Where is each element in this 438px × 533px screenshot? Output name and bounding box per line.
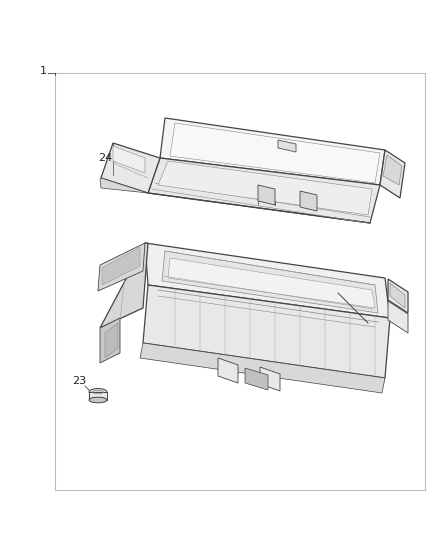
Polygon shape (383, 155, 402, 185)
Polygon shape (218, 358, 238, 383)
Polygon shape (100, 243, 148, 328)
Polygon shape (89, 392, 107, 400)
Polygon shape (170, 123, 380, 183)
Polygon shape (113, 146, 145, 173)
Text: 24: 24 (98, 153, 112, 163)
Polygon shape (278, 140, 296, 152)
Polygon shape (140, 343, 385, 393)
Text: 1: 1 (40, 66, 47, 76)
Polygon shape (260, 367, 280, 391)
Polygon shape (258, 185, 275, 205)
Polygon shape (105, 323, 118, 358)
Polygon shape (148, 158, 380, 223)
Polygon shape (300, 191, 317, 211)
Polygon shape (102, 247, 140, 285)
Ellipse shape (89, 389, 107, 395)
Polygon shape (388, 301, 408, 333)
Polygon shape (388, 279, 408, 313)
Polygon shape (245, 368, 268, 390)
Polygon shape (98, 243, 145, 291)
Polygon shape (162, 251, 378, 313)
Polygon shape (145, 243, 390, 318)
Polygon shape (100, 178, 148, 193)
Polygon shape (158, 161, 372, 215)
Polygon shape (100, 318, 120, 363)
Polygon shape (380, 150, 405, 198)
Text: 23: 23 (72, 376, 86, 386)
Polygon shape (101, 143, 160, 193)
Ellipse shape (89, 397, 107, 403)
Polygon shape (390, 283, 405, 308)
Polygon shape (160, 118, 385, 185)
Polygon shape (143, 285, 390, 378)
Polygon shape (168, 258, 375, 308)
